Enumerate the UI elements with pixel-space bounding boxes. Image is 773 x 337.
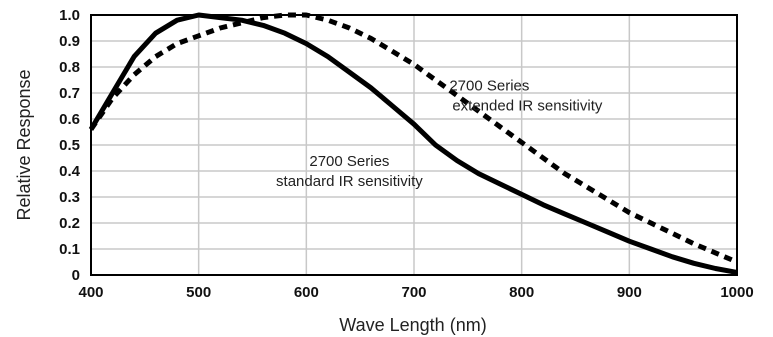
- grid: [90, 14, 738, 276]
- y-tick-label: 0.9: [59, 33, 80, 50]
- y-tick-label: 0.7: [59, 85, 80, 102]
- y-tick-label: 1.0: [59, 7, 80, 24]
- y-tick-label: 0.1: [59, 241, 80, 258]
- y-axis-title: Relative Response: [14, 69, 34, 220]
- plot-frame: [90, 14, 738, 276]
- y-tick-label: 0.2: [59, 215, 80, 232]
- y-tick-label: 0.4: [59, 163, 81, 180]
- x-tick-label: 800: [509, 284, 534, 301]
- x-axis-title: Wave Length (nm): [339, 315, 486, 335]
- y-tick-label: 0.6: [59, 111, 80, 128]
- tick-labels: 400 500 600 700 800 900 1000 0 0.1 0.2 0.3 0.4 0.5 0.…: [59, 7, 754, 301]
- y-tick-label: 0.5: [59, 137, 80, 154]
- x-tick-label: 900: [617, 284, 642, 301]
- y-tick-label: 0.3: [59, 189, 80, 206]
- annotation-label: 2700 Series standard IR sensitivity: [276, 153, 423, 190]
- y-tick-label: 0: [72, 267, 80, 284]
- annotation-line: 2700 Series: [449, 77, 529, 94]
- annotation-line: 2700 Series: [309, 153, 389, 170]
- x-tick-label: 600: [294, 284, 319, 301]
- x-tick-label: 1000: [720, 284, 753, 301]
- x-tick-label: 500: [186, 284, 211, 301]
- series-line-extended-ir: [88, 12, 738, 265]
- x-tick-label: 700: [401, 284, 426, 301]
- annotation-line: standard IR sensitivity: [276, 173, 423, 190]
- axes: [90, 14, 738, 276]
- x-tick-label: 400: [78, 284, 103, 301]
- y-tick-label: 0.8: [59, 59, 80, 76]
- annotation-line: extended IR sensitivity: [452, 97, 603, 114]
- annotation-label: 2700 Series extended IR sensitivity: [449, 77, 603, 114]
